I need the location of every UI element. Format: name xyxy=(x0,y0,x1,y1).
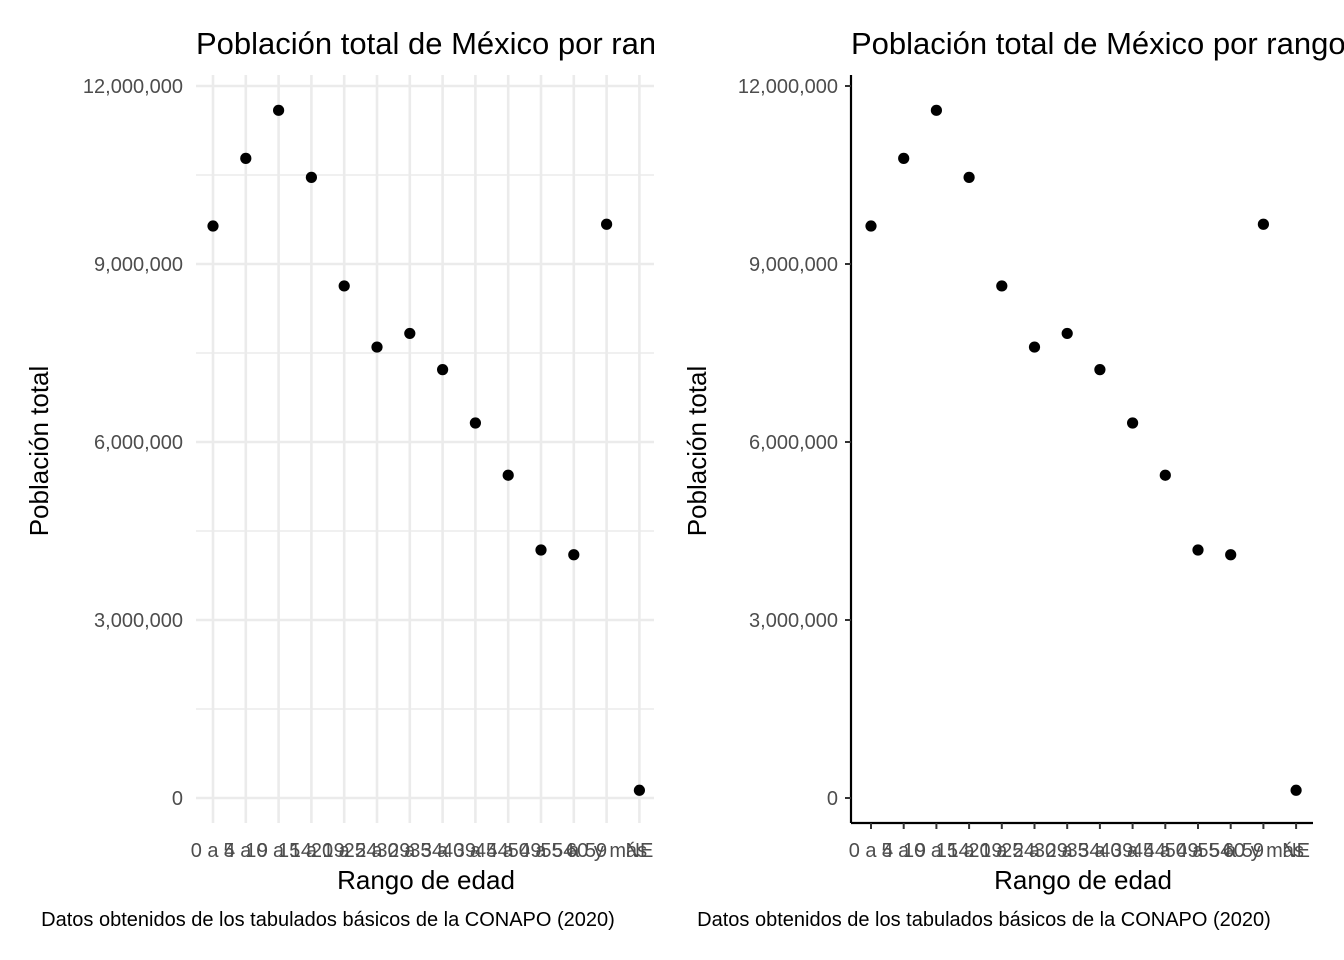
x-tick-label: 5 a 9 xyxy=(224,840,268,862)
data-point xyxy=(633,784,646,796)
data-point xyxy=(865,220,877,232)
x-tick-label: 35 a 39 xyxy=(1067,840,1134,862)
y-tick-label: 9,000,000 xyxy=(94,254,183,276)
y-tick-label: 6,000,000 xyxy=(94,432,183,454)
x-tick-label: 0 a 4 xyxy=(191,840,235,862)
data-point xyxy=(371,341,383,353)
data-point xyxy=(273,104,285,116)
data-point xyxy=(1257,218,1269,230)
x-tick-label: 35 a 39 xyxy=(409,840,476,862)
x-tick-label: 25 a 29 xyxy=(1001,840,1068,862)
data-point xyxy=(568,549,580,561)
data-point xyxy=(1127,417,1139,429)
x-axis-title: Rango de edad xyxy=(337,865,515,895)
y-tick-label: 3,000,000 xyxy=(749,610,838,632)
data-point xyxy=(1028,341,1041,353)
y-axis-title: Población total xyxy=(682,366,712,537)
data-point xyxy=(1225,549,1237,561)
x-tick-label: 30 a 34 xyxy=(376,840,443,862)
chart-title: Población total de México por rango de e… xyxy=(851,26,1344,61)
data-point xyxy=(437,364,449,376)
y-tick-label: 3,000,000 xyxy=(94,610,183,632)
data-point xyxy=(1290,784,1302,796)
data-point xyxy=(996,280,1008,292)
x-tick-label: 15 a 19 xyxy=(936,840,1003,862)
x-axis-title: Rango de edad xyxy=(994,865,1172,895)
x-tick-label: 10 a 14 xyxy=(245,840,312,862)
data-point xyxy=(1192,544,1204,556)
x-tick-label: 25 a 29 xyxy=(344,840,411,862)
x-tick-label: 60 y más xyxy=(566,840,647,862)
data-point xyxy=(535,544,547,556)
x-tick-label: 60 y más xyxy=(1223,840,1304,862)
x-tick-label: 20 a 24 xyxy=(311,840,378,862)
x-tick-label: 50 a 54 xyxy=(508,840,575,862)
x-tick-label: 20 a 24 xyxy=(968,840,1035,862)
data-point xyxy=(240,152,252,164)
x-tick-label: 50 a 54 xyxy=(1165,840,1232,862)
y-tick-label: 12,000,000 xyxy=(83,76,183,98)
data-point xyxy=(1061,327,1073,340)
x-tick-label: NE xyxy=(1282,840,1310,862)
data-point xyxy=(601,218,613,230)
x-tick-label: 55 a 59 xyxy=(540,840,607,862)
x-tick-label: 15 a 19 xyxy=(278,840,345,862)
x-tick-label: 45 a 49 xyxy=(475,840,542,862)
y-tick-label: 0 xyxy=(827,788,838,810)
data-point xyxy=(469,417,481,429)
x-tick-label: 10 a 14 xyxy=(903,840,970,862)
x-tick-label: 55 a 59 xyxy=(1197,840,1264,862)
chart-caption: Datos obtenidos de los tabulados básicos… xyxy=(41,909,615,931)
data-point xyxy=(305,171,317,183)
x-tick-label: 45 a 49 xyxy=(1132,840,1199,862)
x-tick-label: NE xyxy=(626,840,654,862)
data-point xyxy=(338,280,350,292)
data-point xyxy=(502,469,514,481)
chart-caption: Datos obtenidos de los tabulados básicos… xyxy=(697,909,1271,931)
x-tick-label: 30 a 34 xyxy=(1034,840,1101,862)
y-tick-label: 0 xyxy=(172,788,183,810)
data-point xyxy=(963,171,975,183)
data-point xyxy=(1159,469,1171,481)
data-point xyxy=(898,152,910,164)
x-tick-label: 0 a 4 xyxy=(849,840,893,862)
chart-panel-2: 0 3,000,000 6,000,000 9,000,000 12,000,000 0 … xyxy=(682,26,1344,895)
x-tick-label: 5 a 9 xyxy=(881,840,925,862)
y-axis-title: Población total xyxy=(24,366,54,537)
data-point xyxy=(207,220,219,232)
y-tick-label: 9,000,000 xyxy=(749,254,838,276)
x-tick-label: 40 a 44 xyxy=(442,840,509,862)
x-tick-label: 40 a 44 xyxy=(1099,840,1166,862)
y-tick-label: 12,000,000 xyxy=(738,76,838,98)
chart-title: Población total de México por rango de e… xyxy=(196,26,811,61)
data-point xyxy=(930,104,943,116)
data-point xyxy=(404,327,416,340)
data-point xyxy=(1094,364,1106,376)
chart-panel-1: 0 3,000,000 6,000,000 9,000,000 12,000,000 0 … xyxy=(24,26,811,895)
y-tick-label: 6,000,000 xyxy=(749,432,838,454)
